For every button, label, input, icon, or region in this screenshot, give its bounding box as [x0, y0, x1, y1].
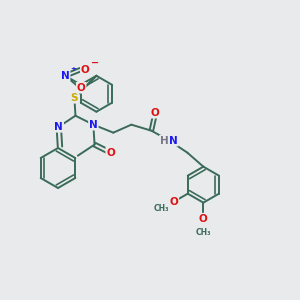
Text: N: N — [61, 71, 70, 81]
Text: N: N — [169, 136, 178, 146]
Text: O: O — [106, 148, 115, 158]
Text: O: O — [151, 108, 160, 118]
Text: N: N — [89, 120, 98, 130]
Text: O: O — [81, 65, 90, 75]
Text: O: O — [169, 197, 178, 207]
Text: −: − — [91, 58, 99, 68]
Text: CH₃: CH₃ — [154, 204, 170, 213]
Text: S: S — [70, 93, 78, 103]
Text: +: + — [70, 66, 76, 72]
Text: H: H — [160, 136, 169, 146]
Text: CH₃: CH₃ — [196, 228, 211, 237]
Text: O: O — [199, 214, 208, 224]
Text: N: N — [54, 122, 63, 132]
Text: O: O — [77, 83, 85, 93]
